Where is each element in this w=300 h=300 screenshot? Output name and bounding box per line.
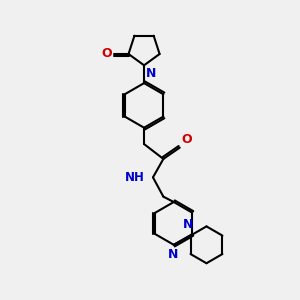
Text: O: O — [181, 133, 192, 146]
Text: N: N — [168, 248, 178, 261]
Text: O: O — [101, 47, 112, 61]
Text: N: N — [183, 218, 193, 231]
Text: N: N — [146, 68, 156, 80]
Text: NH: NH — [125, 171, 145, 184]
